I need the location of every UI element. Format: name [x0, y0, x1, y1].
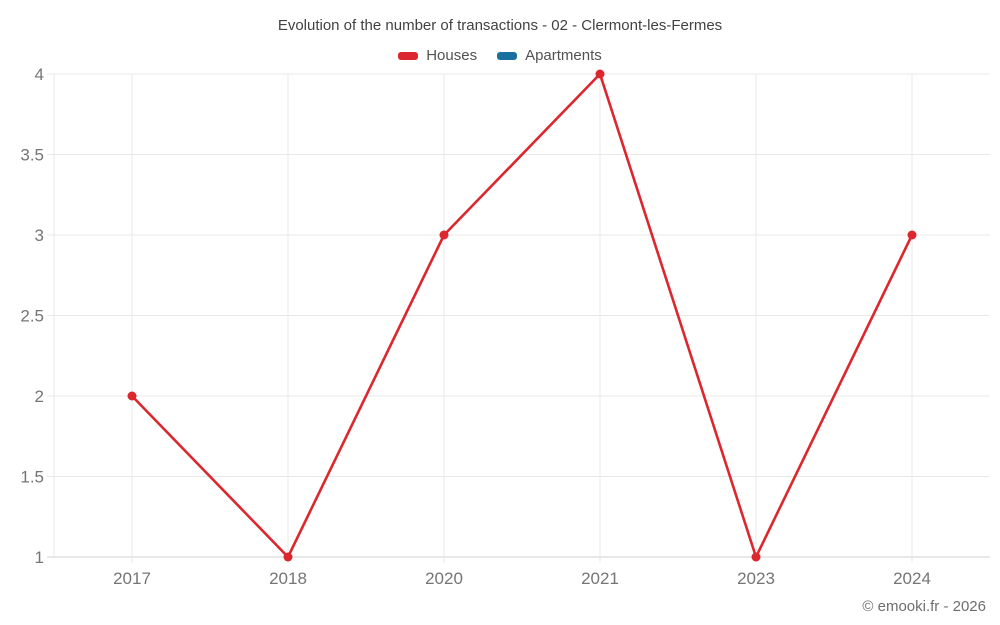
x-axis-tick-label: 2021 — [581, 569, 619, 588]
houses-legend-label: Houses — [426, 47, 478, 64]
y-axis-tick-label: 3.5 — [20, 146, 44, 165]
series-line-houses — [130, 72, 914, 559]
legend-item-houses[interactable]: Houses — [398, 47, 477, 64]
apartments-series-swatch-icon — [497, 51, 518, 60]
data-point-houses-2017[interactable] — [127, 391, 137, 401]
y-axis-tick-label: 4 — [35, 65, 44, 84]
y-axis-tick-label: 2 — [35, 387, 44, 406]
x-axis-tick-label: 2020 — [425, 569, 463, 588]
legend: Houses Apartments — [0, 47, 1000, 64]
y-axis-tick-label: 2.5 — [20, 307, 44, 326]
houses-series-swatch-icon — [398, 51, 419, 60]
y-axis-tick-label: 3 — [35, 226, 44, 245]
data-point-houses-2021[interactable] — [595, 69, 605, 79]
x-axis-tick-label: 2017 — [113, 569, 151, 588]
copyright-text: © emooki.fr - 2026 — [862, 598, 986, 615]
y-axis-tick-label: 1 — [35, 548, 44, 567]
x-axis-tick-label: 2024 — [893, 569, 931, 588]
data-point-houses-2024[interactable] — [907, 230, 917, 240]
data-point-houses-2020[interactable] — [439, 230, 449, 240]
chart-title: Evolution of the number of transactions … — [277, 17, 723, 34]
apartments-legend-label: Apartments — [525, 47, 602, 64]
legend-item-apartments[interactable]: Apartments — [497, 47, 602, 64]
x-axis-tick-label: 2023 — [737, 569, 775, 588]
data-point-houses-2023[interactable] — [751, 552, 761, 562]
data-point-houses-2018[interactable] — [283, 552, 293, 562]
y-axis-tick-label: 1.5 — [20, 468, 44, 487]
x-axis-tick-label: 2018 — [269, 569, 307, 588]
